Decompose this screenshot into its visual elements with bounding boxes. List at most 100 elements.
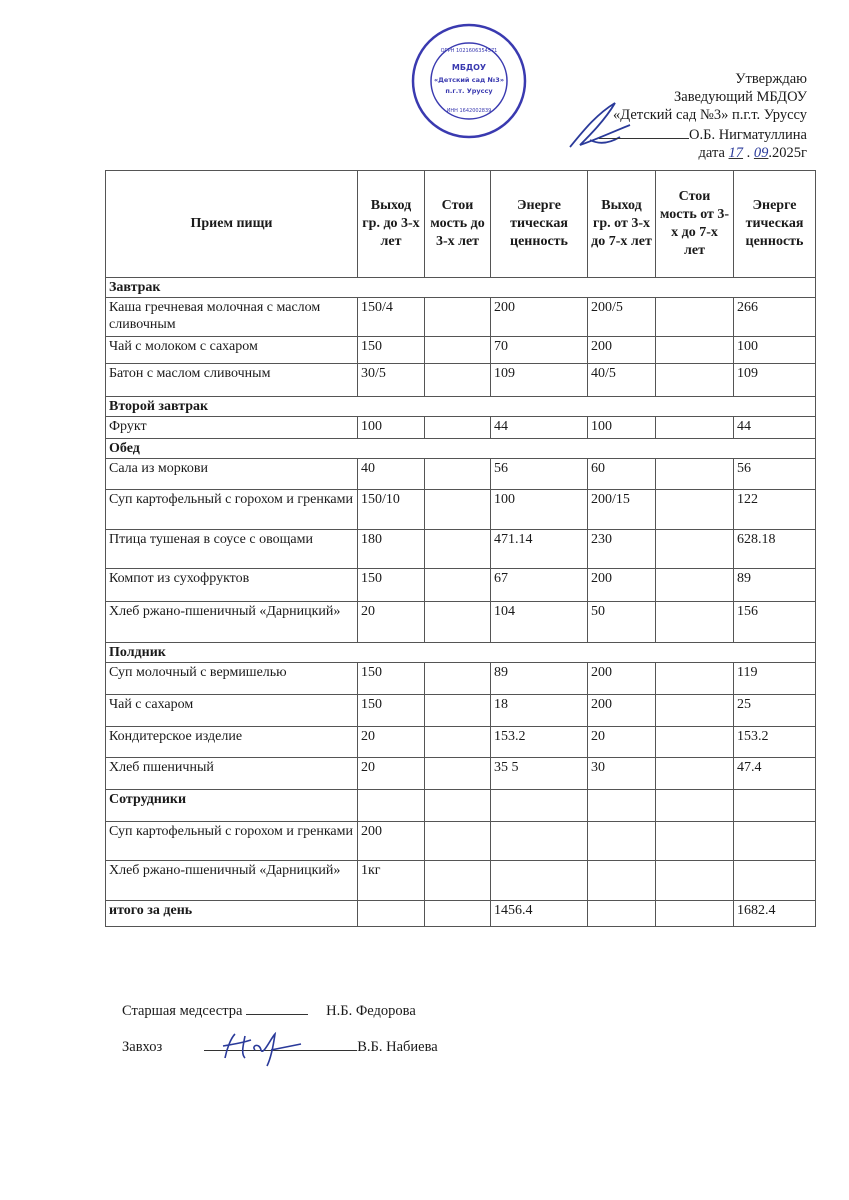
- table-cell: 1кг: [357, 860, 425, 901]
- dish-name: Каша гречневая молочная с маслом сливочн…: [105, 297, 358, 337]
- supply-signature-line: Завхоз В.Б. Набиева: [122, 1036, 438, 1056]
- table-cell: 200: [490, 297, 588, 337]
- table-row: Чай с сахаром 150 18 200 25: [105, 694, 816, 727]
- table-cell: [424, 789, 491, 822]
- organization-stamp: МБДОУ «Детский сад №3» п.г.т. Уруссу ОГР…: [411, 23, 527, 139]
- table-cell: [424, 662, 491, 695]
- table-cell: [655, 694, 734, 727]
- dish-name: Птица тушеная в соусе с овощами: [105, 529, 358, 569]
- table-cell: 200: [587, 694, 656, 727]
- table-row: Фрукт 100 44 100 44: [105, 416, 816, 439]
- table-cell: 30: [587, 757, 656, 790]
- table-cell: [490, 821, 588, 861]
- column-header: Стои мость от 3-х до 7-х лет: [655, 170, 734, 278]
- section-title: Второй завтрак: [105, 396, 816, 417]
- table-cell: [424, 458, 491, 490]
- table-cell: [424, 900, 491, 927]
- table-cell: 50: [587, 601, 656, 643]
- table-cell: 70: [490, 336, 588, 364]
- table-cell: 471.14: [490, 529, 588, 569]
- table-row: Суп картофельный с горохом и гренками 200: [105, 821, 816, 861]
- table-cell: [655, 363, 734, 397]
- column-header: Выход гр. до 3-х лет: [357, 170, 425, 278]
- svg-text:МБДОУ: МБДОУ: [452, 63, 486, 72]
- table-cell: 44: [490, 416, 588, 439]
- table-row: Суп молочный с вермишелью 150 89 200 119: [105, 662, 816, 695]
- table-cell: 100: [733, 336, 816, 364]
- table-cell: 230: [587, 529, 656, 569]
- section-row: Полдник: [105, 642, 816, 663]
- table-cell: 100: [357, 416, 425, 439]
- table-cell: 67: [490, 568, 588, 602]
- table-cell: [655, 757, 734, 790]
- table-cell: 628.18: [733, 529, 816, 569]
- table-cell: [733, 821, 816, 861]
- table-cell: 56: [733, 458, 816, 490]
- dish-name: Сотрудники: [105, 789, 358, 822]
- table-cell: 1682.4: [733, 900, 816, 927]
- section-row: Обед: [105, 438, 816, 459]
- table-cell: [733, 789, 816, 822]
- table-cell: [655, 336, 734, 364]
- table-cell: [655, 568, 734, 602]
- table-cell: [424, 336, 491, 364]
- table-cell: 119: [733, 662, 816, 695]
- table-cell: 104: [490, 601, 588, 643]
- nurse-signature-line: Старшая медсестра Н.Б. Федорова: [122, 1000, 416, 1020]
- table-cell: 56: [490, 458, 588, 490]
- dish-name: Суп молочный с вермишелью: [105, 662, 358, 695]
- section-title: Обед: [105, 438, 816, 459]
- table-cell: 180: [357, 529, 425, 569]
- menu-table: Прием пищи Выход гр. до 3-х лет Стои мость…: [105, 170, 816, 927]
- table-cell: [655, 601, 734, 643]
- table-cell: 200: [587, 336, 656, 364]
- table-cell: 150: [357, 662, 425, 695]
- table-row: итого за день 1456.4 1682.4: [105, 900, 816, 927]
- column-header: Выход гр. от 3-х до 7-х лет: [587, 170, 656, 278]
- table-cell: 40: [357, 458, 425, 490]
- section-row: Завтрак: [105, 277, 816, 298]
- table-cell: [655, 458, 734, 490]
- dish-name: Хлеб ржано-пшеничный «Дарницкий»: [105, 860, 358, 901]
- table-cell: [655, 416, 734, 439]
- table-cell: 44: [733, 416, 816, 439]
- table-cell: [424, 694, 491, 727]
- table-cell: 200: [587, 662, 656, 695]
- table-cell: [587, 789, 656, 822]
- table-cell: 35 5: [490, 757, 588, 790]
- dish-name: Хлеб ржано-пшеничный «Дарницкий»: [105, 601, 358, 643]
- dish-name: Сала из моркови: [105, 458, 358, 490]
- table-cell: [655, 489, 734, 530]
- table-cell: 89: [490, 662, 588, 695]
- table-row: Чай с молоком с сахаром 150 70 200 100: [105, 336, 816, 364]
- table-cell: 89: [733, 568, 816, 602]
- dish-name: Батон с маслом сливочным: [105, 363, 358, 397]
- table-cell: [424, 726, 491, 758]
- svg-text:ИНН 1642002839: ИНН 1642002839: [447, 108, 492, 114]
- table-cell: 18: [490, 694, 588, 727]
- table-cell: 47.4: [733, 757, 816, 790]
- table-cell: 200: [357, 821, 425, 861]
- table-cell: [424, 297, 491, 337]
- table-cell: 109: [490, 363, 588, 397]
- table-cell: [655, 821, 734, 861]
- dish-name: итого за день: [105, 900, 358, 927]
- table-cell: [655, 726, 734, 758]
- table-cell: 20: [357, 726, 425, 758]
- table-row: Сала из моркови 40 56 60 56: [105, 458, 816, 490]
- column-header: Энерге тическая ценность: [733, 170, 816, 278]
- dish-name: Фрукт: [105, 416, 358, 439]
- table-cell: 153.2: [490, 726, 588, 758]
- approval-date: дата 17 . 09.2025г: [698, 145, 807, 161]
- table-cell: 200: [587, 568, 656, 602]
- approval-organization: «Детский сад №3» п.г.т. Уруссу: [613, 107, 807, 123]
- table-cell: 25: [733, 694, 816, 727]
- table-row: Сотрудники: [105, 789, 816, 822]
- table-cell: [424, 489, 491, 530]
- table-cell: 109: [733, 363, 816, 397]
- svg-text:«Детский сад №3»: «Детский сад №3»: [434, 76, 504, 84]
- table-row: Каша гречневая молочная с маслом сливочн…: [105, 297, 816, 337]
- dish-name: Кондитерское изделие: [105, 726, 358, 758]
- table-cell: 156: [733, 601, 816, 643]
- table-cell: 20: [357, 601, 425, 643]
